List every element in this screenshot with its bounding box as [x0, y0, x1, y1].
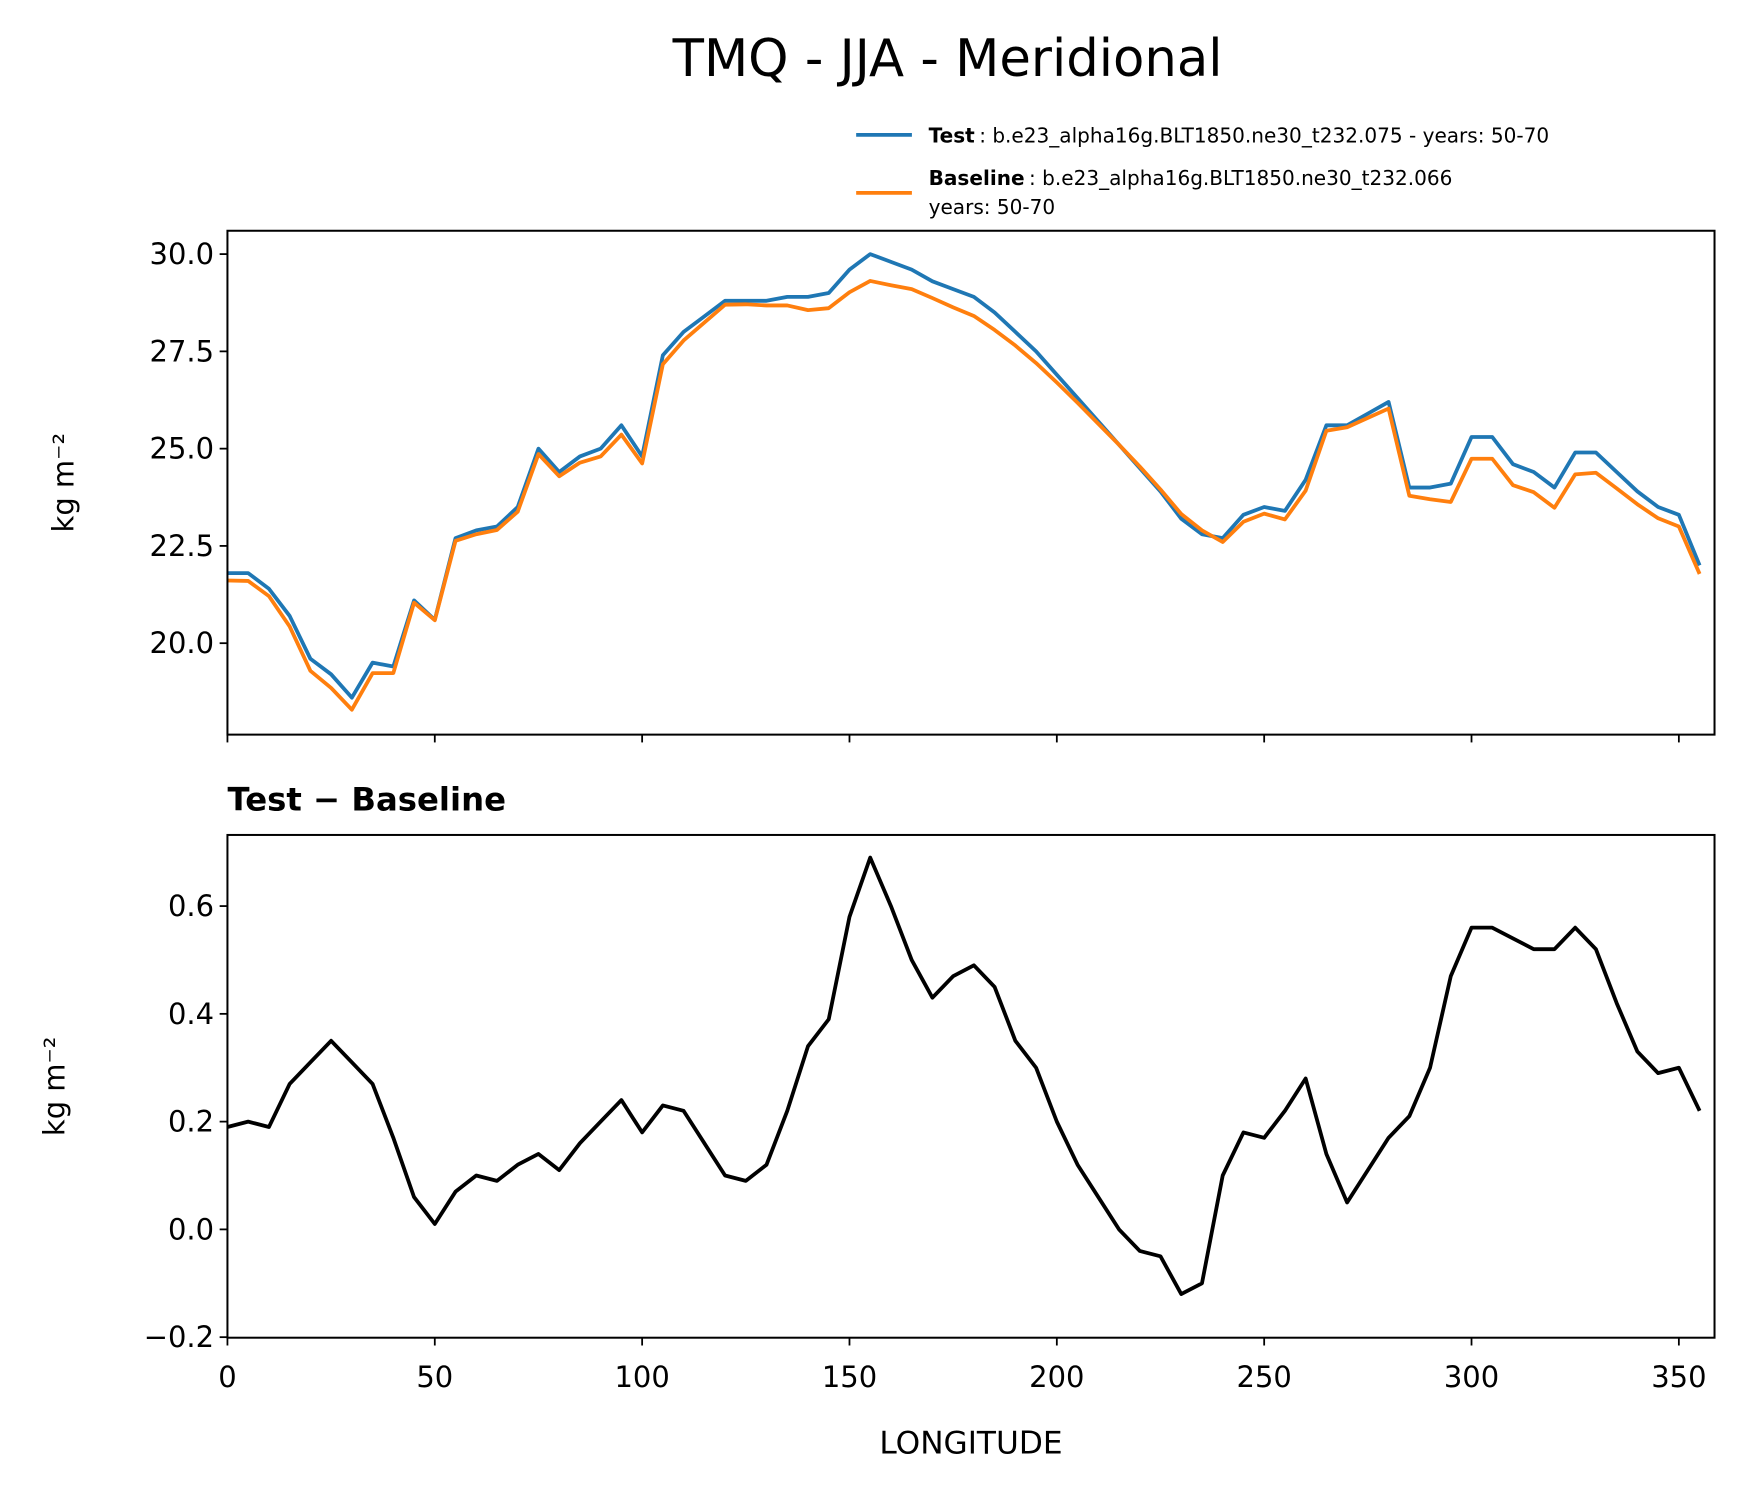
y-tick-label: 25.0: [150, 432, 215, 466]
y-axis-label: kg m⁻²: [47, 433, 81, 533]
x-tick-label: 350: [1651, 1360, 1706, 1394]
y-tick-label: 0.0: [168, 1212, 214, 1246]
x-axis-label: LONGITUDE: [879, 1426, 1062, 1462]
chart-title: TMQ - JJA - Meridional: [672, 29, 1223, 89]
y-tick-label: 0.6: [168, 889, 214, 923]
x-tick-label: 200: [1029, 1360, 1084, 1394]
y-tick-label: −0.2: [144, 1320, 214, 1354]
y-tick-label: 0.2: [168, 1105, 214, 1139]
y-axis-label: kg m⁻²: [38, 1037, 72, 1137]
x-tick-label: 50: [416, 1360, 453, 1394]
plot-frame: [226, 229, 1716, 736]
legend-description: years: 50-70: [929, 195, 1056, 219]
subplot-title: Test − Baseline: [227, 780, 506, 818]
legend-label: Baseline: [929, 166, 1025, 190]
y-tick-label: 20.0: [150, 626, 215, 660]
data-line: [227, 855, 1702, 1296]
legend-description: : b.e23_alpha16g.BLT1850.ne30_t232.075 -…: [979, 124, 1549, 148]
x-tick-label: 300: [1444, 1360, 1499, 1394]
plot-frame: [226, 833, 1716, 1339]
x-tick-label: 150: [822, 1360, 877, 1394]
legend-description: : b.e23_alpha16g.BLT1850.ne30_t232.066: [1029, 166, 1452, 190]
y-tick-label: 22.5: [150, 529, 215, 563]
x-tick-label: 0: [218, 1360, 236, 1394]
x-tick-label: 250: [1237, 1360, 1292, 1394]
x-tick-label: 100: [614, 1360, 669, 1394]
y-tick-label: 0.4: [168, 997, 214, 1031]
y-tick-label: 30.0: [150, 237, 215, 271]
legend-label: Test: [929, 124, 976, 148]
data-line: [227, 279, 1702, 712]
y-tick-label: 27.5: [150, 334, 215, 368]
data-line: [227, 252, 1702, 700]
